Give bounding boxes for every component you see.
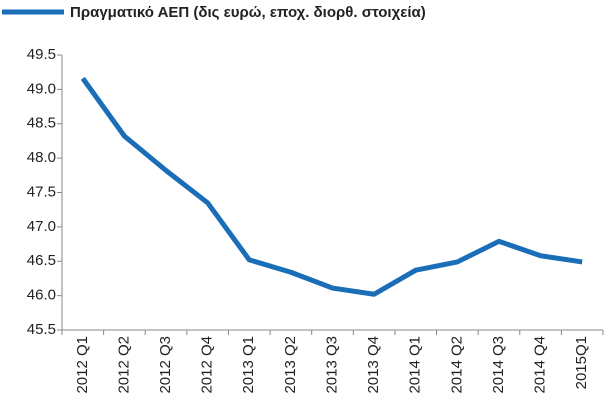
y-tick-label: 49.5: [27, 46, 56, 63]
x-tick-label: 2012 Q4: [199, 336, 216, 394]
y-tick-label: 47.0: [27, 218, 56, 235]
x-tick-label: 2014 Q4: [532, 336, 549, 394]
x-tick-label: 2012 Q1: [74, 336, 91, 394]
x-tick-label: 2013 Q2: [282, 336, 299, 394]
y-tick-label: 48.0: [27, 149, 56, 166]
y-tick-label: 46.5: [27, 252, 56, 269]
x-tick-label: 2013 Q4: [365, 336, 382, 394]
legend-label: Πραγματικό ΑΕΠ (δις ευρώ, εποχ. διορθ. σ…: [70, 4, 426, 21]
x-tick-label: 2013 Q1: [240, 336, 257, 394]
y-tick-label: 49.0: [27, 80, 56, 97]
x-tick-label: 2012 Q2: [115, 336, 132, 394]
x-tick-label: 2014 Q1: [407, 336, 424, 394]
y-tick-label: 47.5: [27, 183, 56, 200]
x-tick-label: 2012 Q3: [157, 336, 174, 394]
x-tick-label: 2013 Q3: [323, 336, 340, 394]
y-tick-label: 48.5: [27, 115, 56, 132]
series-line: [80, 76, 583, 297]
x-tick-label: 2014 Q2: [448, 336, 465, 394]
y-tick-label: 46.0: [27, 287, 56, 304]
x-tick-label: 2015Q1: [573, 336, 590, 389]
x-tick-label: 2014 Q3: [490, 336, 507, 394]
y-tick-label: 45.5: [27, 321, 56, 338]
